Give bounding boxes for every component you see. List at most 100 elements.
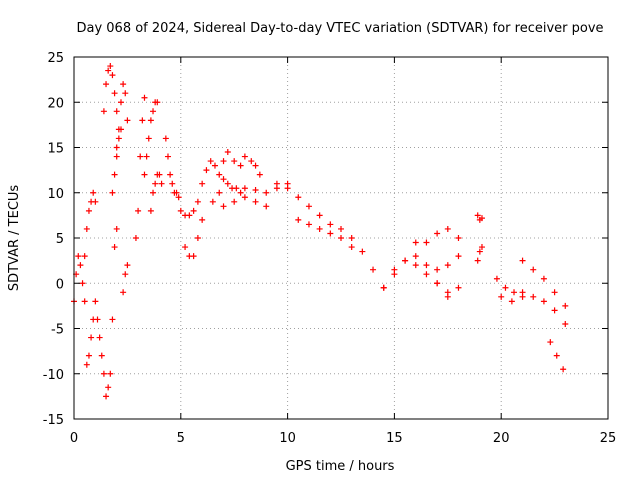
data-point <box>199 216 206 223</box>
data-point <box>105 67 112 74</box>
data-point <box>423 271 430 278</box>
data-point <box>122 271 129 278</box>
data-point <box>412 239 419 246</box>
x-tick-label: 20 <box>493 431 510 446</box>
data-point <box>252 187 259 194</box>
data-point <box>111 171 118 178</box>
series-arc-h <box>120 262 131 296</box>
data-point <box>109 189 116 196</box>
data-point <box>273 180 280 187</box>
data-point <box>90 189 97 196</box>
series-arc-a <box>71 253 88 305</box>
data-point <box>113 153 120 160</box>
series-arc-j <box>141 99 161 178</box>
data-point <box>156 171 163 178</box>
data-point <box>348 244 355 251</box>
data-point <box>194 235 201 241</box>
data-point <box>124 117 131 124</box>
y-tick-label: 25 <box>47 51 64 66</box>
data-point <box>359 248 366 255</box>
data-point <box>113 225 120 232</box>
data-point <box>508 298 515 305</box>
series-arc-p <box>220 194 270 210</box>
data-point <box>207 158 214 165</box>
series-arc-y <box>474 244 485 264</box>
data-point <box>391 266 398 273</box>
data-point <box>111 90 118 97</box>
y-tick-label: -10 <box>43 368 64 383</box>
data-point <box>220 176 227 183</box>
x-tick-label: 25 <box>600 431 617 446</box>
data-point <box>109 72 116 79</box>
data-point <box>152 180 159 187</box>
data-point <box>117 126 124 133</box>
data-point <box>519 293 526 300</box>
data-point <box>83 361 90 368</box>
data-point <box>115 135 122 142</box>
data-point <box>295 194 302 201</box>
data-point <box>380 284 387 291</box>
data-point <box>145 135 152 142</box>
data-point <box>434 230 441 237</box>
data-point <box>551 289 558 296</box>
y-tick-label: 10 <box>47 187 64 202</box>
data-point <box>177 207 184 214</box>
data-point <box>256 171 263 178</box>
data-point <box>434 280 441 287</box>
data-point <box>109 316 116 323</box>
data-point <box>474 257 481 264</box>
data-point <box>511 289 518 296</box>
data-point <box>103 393 110 400</box>
y-tick-label: 15 <box>47 142 64 157</box>
y-tick-label: 0 <box>56 277 64 292</box>
data-point <box>94 316 101 323</box>
data-point <box>154 99 161 106</box>
series-arc-u <box>391 257 462 296</box>
data-point <box>120 81 127 88</box>
data-point <box>113 108 120 115</box>
data-point <box>122 90 129 97</box>
series-arc-w <box>434 253 462 273</box>
data-point <box>107 370 114 377</box>
data-point <box>478 215 485 222</box>
data-point <box>519 257 526 264</box>
series-arc-x <box>474 212 485 223</box>
data-point <box>190 253 197 260</box>
data-point <box>85 352 92 359</box>
data-point <box>444 225 451 232</box>
data-point <box>348 235 355 241</box>
data-point <box>81 298 88 305</box>
y-tick-label: 5 <box>56 232 64 247</box>
y-tick-label: -15 <box>43 413 64 428</box>
grid <box>74 57 608 419</box>
data-point <box>209 198 216 205</box>
data-point <box>162 135 169 142</box>
data-point <box>107 63 114 70</box>
data-point <box>305 221 312 228</box>
data-point <box>455 284 462 291</box>
data-point <box>211 162 218 169</box>
x-axis-label: GPS time / hours <box>286 459 395 474</box>
data-point <box>455 253 462 260</box>
data-point <box>182 244 189 251</box>
series-arc-b <box>81 189 99 260</box>
series-arc-aa <box>498 293 526 305</box>
x-tick-label: 10 <box>279 431 296 446</box>
data-point <box>203 167 210 174</box>
series-arc-n <box>182 216 206 260</box>
x-axis: 0 5 10 15 20 25 <box>70 57 616 446</box>
data-point <box>316 225 323 232</box>
data-point <box>169 180 176 187</box>
data-point <box>150 189 157 196</box>
data-point <box>216 189 223 196</box>
data-point <box>100 108 107 115</box>
data-point <box>434 266 441 273</box>
data-point <box>141 94 148 101</box>
data-point <box>173 189 180 196</box>
data-point <box>83 225 90 232</box>
series-arc-z <box>493 275 569 327</box>
data-point <box>117 99 124 106</box>
data-point <box>143 153 150 160</box>
data-point <box>316 212 323 219</box>
